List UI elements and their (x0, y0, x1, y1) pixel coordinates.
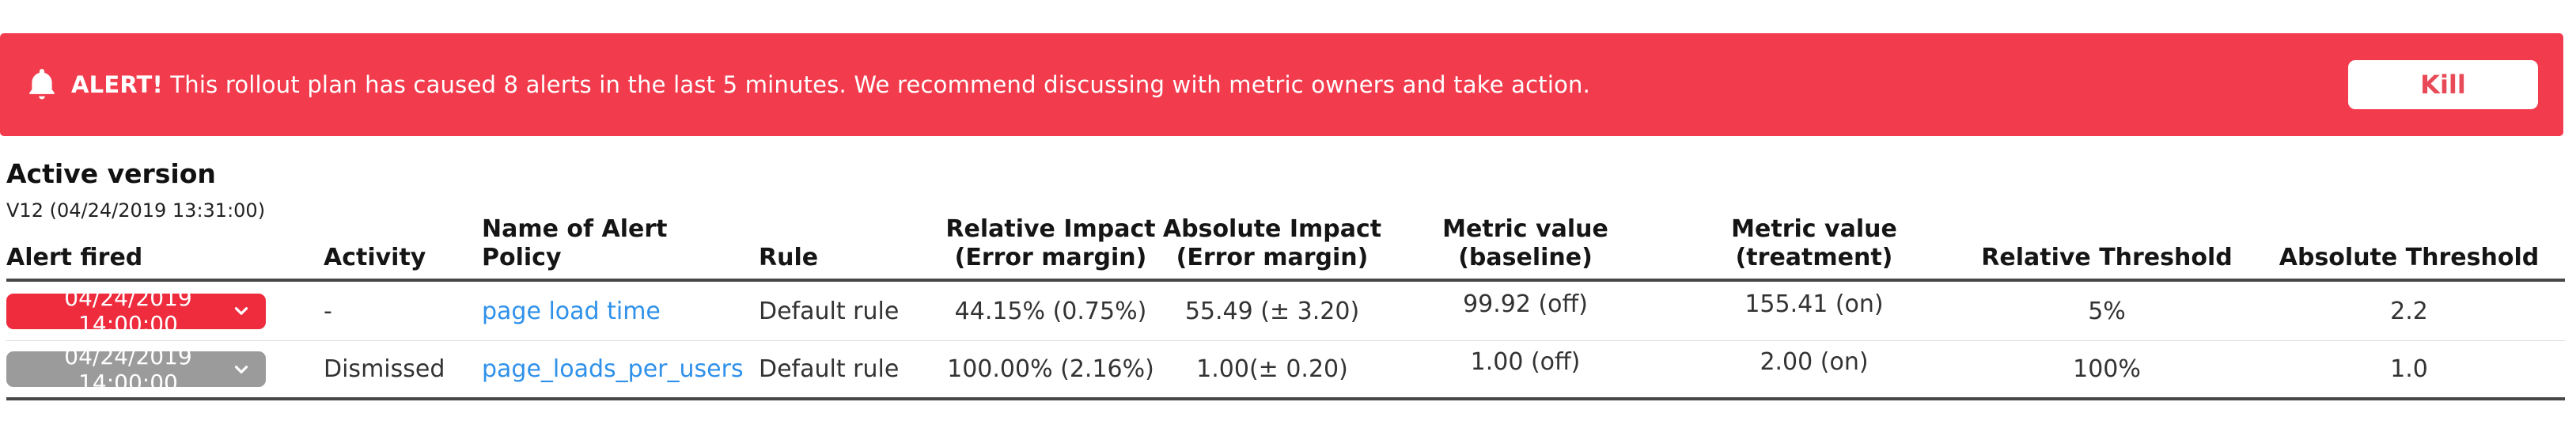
col-header-absolute-threshold: Absolute Threshold (2279, 244, 2540, 271)
alert-banner: ALERT! This rollout plan has caused 8 al… (0, 33, 2563, 136)
policy-link[interactable]: page load time (482, 297, 661, 325)
col-header-metric-treatment: Metric value (treatment) (1731, 215, 1897, 271)
metric-treatment-cell: 2.00 (on) (1760, 348, 1869, 376)
table-row: 04/24/2019 14:00:00 - page load time Def… (6, 282, 2565, 341)
metric-baseline-cell: 1.00 (off) (1470, 348, 1581, 376)
col-header-relative-threshold: Relative Threshold (1981, 244, 2233, 271)
alert-fired-value: 04/24/2019 14:00:00 (64, 293, 192, 329)
relative-impact-cell: 100.00% (2.16%) (947, 355, 1154, 383)
metric-baseline-cell: 99.92 (off) (1463, 290, 1588, 318)
table-row: 04/24/2019 14:00:00 Dismissed page_loads… (6, 341, 2565, 400)
relative-impact-cell: 44.15% (0.75%) (954, 297, 1147, 325)
chevron-down-icon (234, 307, 248, 315)
col-header-policy-name: Name of Alert Policy (482, 215, 668, 271)
rule-cell: Default rule (759, 297, 900, 325)
absolute-threshold-cell: 2.2 (2390, 297, 2428, 325)
activity-cell: - (324, 297, 332, 325)
alerts-table-header: Alert fired Activity Name of Alert Polic… (6, 212, 2565, 282)
policy-link[interactable]: page_loads_per_users (482, 355, 744, 383)
alert-fired-value: 04/24/2019 14:00:00 (64, 351, 192, 387)
col-header-activity: Activity (324, 244, 426, 271)
alert-fired-dropdown[interactable]: 04/24/2019 14:00:00 (6, 351, 266, 387)
relative-threshold-cell: 5% (2088, 297, 2126, 325)
col-header-rule: Rule (759, 244, 819, 271)
col-header-relative-impact: Relative Impact (Error margin) (945, 215, 1156, 271)
absolute-impact-cell: 55.49 (± 3.20) (1184, 297, 1360, 325)
metric-treatment-cell: 155.41 (on) (1744, 290, 1884, 318)
col-header-absolute-impact: Absolute Impact (Error margin) (1162, 215, 1382, 271)
absolute-threshold-cell: 1.0 (2390, 355, 2428, 383)
absolute-impact-cell: 1.00(± 0.20) (1196, 355, 1348, 383)
banner-alert-label: ALERT! (71, 71, 163, 98)
rule-cell: Default rule (759, 355, 900, 383)
page-title: Active version (6, 158, 216, 189)
col-header-alert-fired: Alert fired (6, 244, 143, 271)
chevron-down-icon (234, 365, 248, 374)
kill-button[interactable]: Kill (2348, 60, 2538, 109)
col-header-metric-baseline: Metric value (baseline) (1442, 215, 1608, 271)
bell-icon (29, 69, 55, 100)
relative-threshold-cell: 100% (2073, 355, 2141, 383)
version-subtitle: V12 (04/24/2019 13:31:00) (6, 199, 266, 222)
activity-cell: Dismissed (324, 355, 445, 383)
alerts-table: Alert fired Activity Name of Alert Polic… (6, 212, 2565, 400)
alert-fired-dropdown[interactable]: 04/24/2019 14:00:00 (6, 293, 266, 329)
banner-message-text: This rollout plan has caused 8 alerts in… (170, 71, 1591, 98)
banner-message: ALERT! This rollout plan has caused 8 al… (71, 71, 1590, 98)
